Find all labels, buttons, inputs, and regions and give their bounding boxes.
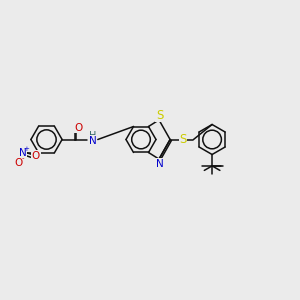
Text: N: N [89, 136, 97, 146]
Text: N: N [156, 159, 164, 169]
Text: N: N [19, 148, 27, 158]
Text: H: H [89, 130, 96, 141]
Text: O: O [32, 151, 40, 161]
Text: O: O [75, 122, 83, 133]
Text: S: S [179, 133, 187, 146]
Text: S: S [156, 109, 163, 122]
Text: -: - [22, 155, 24, 161]
Text: +: + [23, 146, 29, 152]
Text: O: O [15, 158, 23, 168]
